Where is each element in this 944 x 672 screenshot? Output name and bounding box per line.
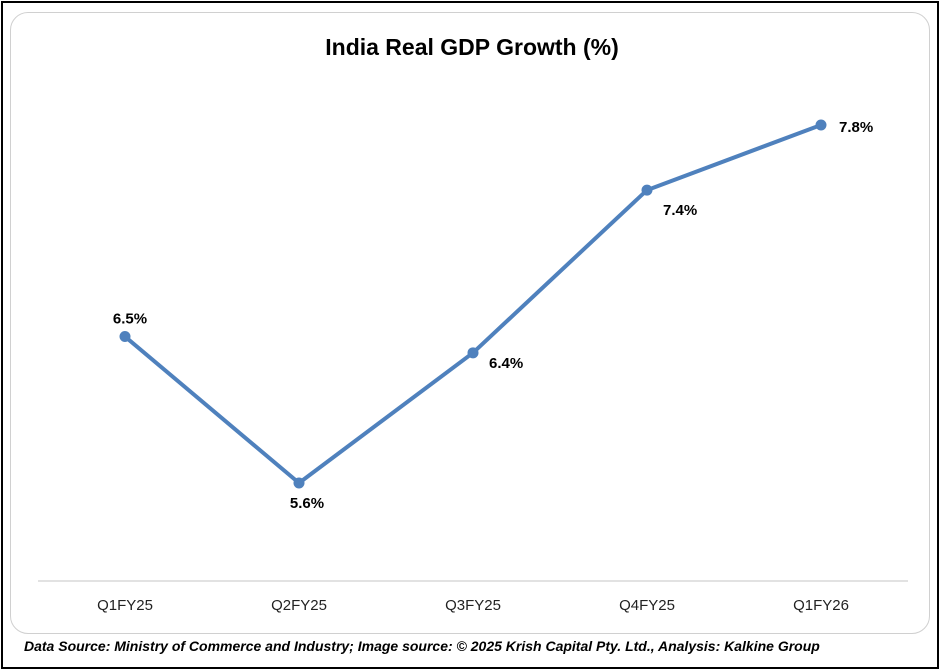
chart-title: India Real GDP Growth (%) (325, 34, 619, 60)
chart-card (10, 12, 930, 634)
x-tick-label: Q3FY25 (445, 597, 501, 614)
x-tick-label: Q4FY25 (619, 597, 675, 614)
data-point (119, 331, 131, 343)
x-tick-label: Q1FY25 (97, 597, 153, 614)
source-footnote: Data Source: Ministry of Commerce and In… (24, 638, 820, 654)
x-tick-layer: Q1FY25 Q2FY25 Q3FY25 Q4FY25 Q1FY26 (97, 597, 849, 614)
data-label: 5.6% (290, 495, 324, 512)
data-label: 6.4% (489, 355, 523, 372)
series-layer (119, 119, 827, 489)
x-tick-label: Q2FY25 (271, 597, 327, 614)
x-tick-label: Q1FY26 (793, 597, 849, 614)
data-label: 7.4% (663, 202, 697, 219)
data-point (815, 119, 827, 131)
data-label: 7.8% (839, 119, 873, 136)
series-line (123, 123, 822, 485)
data-point (467, 347, 479, 359)
data-label: 6.5% (113, 311, 147, 328)
data-point (293, 477, 305, 489)
data-point (641, 184, 653, 196)
data-label-layer: 6.5% 5.6% 6.4% 7.4% 7.8% (113, 119, 873, 512)
